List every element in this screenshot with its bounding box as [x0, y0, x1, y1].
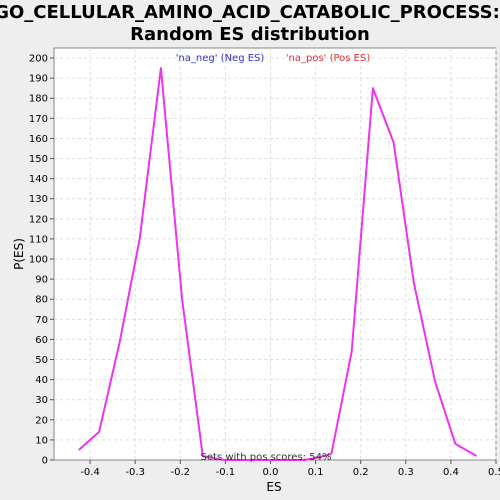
y-axis-label: P(ES)	[12, 238, 26, 270]
y-tick-label: 0	[42, 456, 48, 467]
x-tick-label: 0.4	[443, 467, 459, 478]
x-tick-label: 0.5	[488, 467, 500, 478]
x-tick-label: 0.2	[353, 467, 369, 478]
series-line-2	[330, 87, 478, 457]
grid	[54, 48, 497, 460]
y-tick-label: 180	[29, 94, 48, 105]
y-tick-label: 80	[35, 295, 48, 306]
y-tick-label: 50	[35, 355, 48, 366]
y-tick-label: 190	[29, 74, 48, 85]
x-tick-label: 0.0	[263, 467, 279, 478]
x-tick-label: -0.3	[125, 467, 145, 478]
x-tick-label: -0.1	[216, 467, 236, 478]
chart-title-line-2: Random ES distribution	[130, 24, 370, 45]
x-tick-label: 0.1	[308, 467, 324, 478]
series-layer	[78, 67, 478, 461]
y-tick-label: 140	[29, 174, 48, 185]
y-tick-label: 40	[35, 375, 48, 386]
y-tick-label: 90	[35, 275, 48, 286]
y-tick-label: 150	[29, 154, 48, 165]
pos-score-annotation: Sets with pos scores: 54%	[201, 452, 332, 463]
y-tick-label: 100	[29, 255, 48, 266]
y-tick-label: 20	[35, 415, 48, 426]
y-tick-label: 30	[35, 395, 48, 406]
x-axis-label: ES	[266, 480, 281, 494]
y-tick-label: 70	[35, 315, 48, 326]
y-tick-label: 160	[29, 134, 48, 145]
plot-area	[53, 47, 497, 461]
y-tick-label: 110	[29, 234, 48, 245]
y-tick-label: 200	[29, 54, 48, 65]
legend-pos-label: 'na_pos' (Pos ES)	[286, 53, 371, 64]
axes: 0 10 20 30 40 50 60 70 80 90 100 110 120 130 140 150 160…	[29, 54, 500, 478]
y-tick-label: 10	[35, 435, 48, 446]
y-tick-label: 170	[29, 114, 48, 125]
x-tick-label: -0.4	[80, 467, 100, 478]
legend-neg-label: 'na_neg' (Neg ES)	[176, 53, 265, 64]
x-tick-label: -0.2	[171, 467, 191, 478]
y-tick-label: 130	[29, 194, 48, 205]
chart-title-line-1: GO_CELLULAR_AMINO_ACID_CATABOLIC_PROCESS…	[0, 2, 500, 23]
y-tick-label: 60	[35, 335, 48, 346]
series-line-1	[78, 67, 332, 461]
y-tick-label: 120	[29, 214, 48, 225]
x-tick-label: 0.3	[398, 467, 414, 478]
